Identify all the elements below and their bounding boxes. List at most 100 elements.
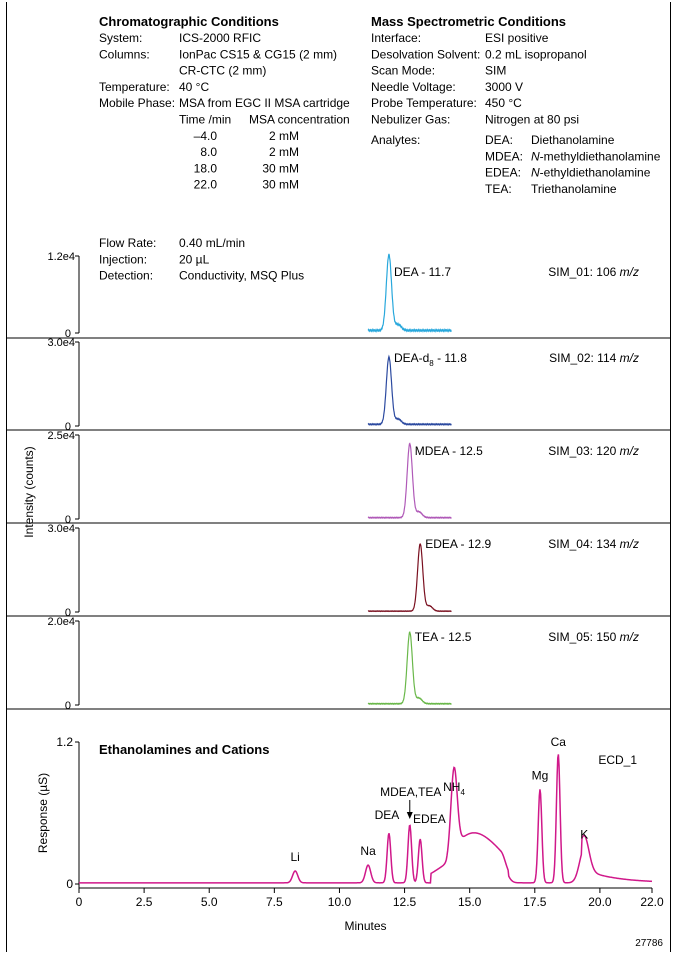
ms-cond-value: Nitrogen at 80 psi [485, 113, 579, 127]
ecd-trace [79, 754, 653, 884]
ecd-peak-label: DEA [375, 808, 400, 822]
channel-label: SIM_02: 114 m/z [549, 351, 639, 365]
analytes-label: Analytes: [371, 133, 420, 147]
ms-cond-label: Desolvation Solvent: [371, 47, 480, 61]
chromatogram-figure: Chromatographic Conditions System: ICS-20… [7, 14, 670, 949]
ecd-peak-label: EDEA [413, 812, 446, 826]
chrom-cond-value: ICS-2000 RFIC [179, 31, 261, 45]
x-tick-label: 7.5 [266, 895, 283, 909]
ecd-channel-label: ECD_1 [598, 753, 637, 767]
analyte-name: Triethanolamine [531, 182, 617, 196]
chrom-cond-label: Mobile Phase: [99, 96, 175, 110]
chrom-cond-label: System: [99, 31, 142, 45]
ecd-peak-label: NH4 [443, 780, 465, 797]
analyte-abbr: TEA: [485, 182, 512, 196]
x-axis-label: Minutes [344, 919, 386, 933]
gradient-conc: 2 mM [269, 129, 299, 143]
shared-y-axis-label: Intensity (counts) [22, 446, 36, 537]
gradient-time: 22.0 [194, 178, 218, 192]
ms-cond-label: Nebulizer Gas: [371, 113, 450, 127]
chrom-cond-label: Injection: [99, 252, 147, 266]
y-tick-label-top: 3.0e4 [47, 523, 75, 535]
chromatographic-conditions: Chromatographic Conditions System: ICS-20… [99, 14, 350, 283]
sim-panel-3: 2.5e4 0 MDEA - 12.5 SIM_03: 120 m/z [47, 430, 639, 526]
ecd-peak-label: Li [291, 850, 300, 864]
analyte-abbr: EDEA: [485, 166, 521, 180]
x-tick-label: 2.5 [136, 895, 153, 909]
chrom-cond-label: Flow Rate: [99, 236, 156, 250]
peak-label: DEA - 11.7 [394, 265, 451, 279]
x-tick-label: 0 [76, 895, 83, 909]
y-tick-label-top: 2.5e4 [47, 430, 75, 442]
gradient-conc: 30 mM [262, 178, 299, 192]
sim-panel-2: 3.0e4 0 DEA-d8 - 11.8 SIM_02: 114 m/z [47, 337, 639, 433]
sim-panel-1: 1.2e4 0 DEA - 11.7 SIM_01: 106 m/z [47, 251, 639, 340]
gradient-time: 18.0 [194, 161, 218, 175]
channel-label: SIM_01: 106 m/z [548, 265, 639, 279]
y-tick-label-zero: 0 [65, 421, 71, 433]
y-tick-label-zero: 0 [65, 700, 71, 712]
chrom-cond-label: Temperature: [99, 80, 170, 94]
x-tick-label: 22.0 [640, 895, 664, 909]
chrom-cond-label: Detection: [99, 269, 153, 283]
chrom-cond-value: Conductivity, MSQ Plus [179, 269, 304, 283]
sim-trace [367, 354, 452, 426]
analyte-abbr: MDEA: [485, 149, 523, 163]
chrom-cond-value: 0.40 mL/min [179, 236, 245, 250]
y-axis-label: Response (µS) [36, 773, 50, 853]
ms-cond-value: SIM [485, 64, 506, 78]
x-tick-label: 10.0 [328, 895, 352, 909]
gradient-header-time: Time /min [179, 113, 231, 127]
peak-label: DEA-d8 - 11.8 [394, 351, 467, 368]
y-tick-label-top: 2.0e4 [47, 616, 75, 628]
ms-cond-label: Needle Voltage: [371, 80, 456, 94]
gradient-conc: 2 mM [269, 145, 299, 159]
x-tick-label: 17.5 [523, 895, 547, 909]
ecd-peak-label: K [580, 828, 588, 842]
ms-cond-label: Probe Temperature: [371, 96, 477, 110]
ecd-title: Ethanolamines and Cations [99, 742, 269, 757]
chrom-cond-value: 40 °C [179, 80, 209, 94]
mass-spec-conditions: Mass Spectrometric Conditions Interface:… [371, 14, 661, 196]
gradient-header-conc: MSA concentration [249, 113, 350, 127]
chromatographic-title: Chromatographic Conditions [99, 14, 279, 29]
figure-id: 27786 [635, 938, 663, 949]
sim-trace [367, 631, 452, 706]
analyte-abbr: DEA: [485, 133, 513, 147]
gradient-conc: 30 mM [262, 161, 299, 175]
ecd-peak-label: Na [360, 844, 376, 858]
x-tick-label: 20.0 [588, 895, 612, 909]
sim-trace [367, 442, 452, 520]
peak-label: TEA - 12.5 [415, 630, 472, 644]
ecd-panel: Ethanolamines and Cations ECD_1 0 1.2 Respon… [36, 735, 664, 933]
y-tick-label-top: 3.0e4 [47, 337, 75, 349]
ms-cond-value: ESI positive [485, 31, 549, 45]
peak-label: EDEA - 12.9 [425, 537, 491, 551]
chrom-cond-label: Columns: [99, 47, 150, 61]
gradient-time: 8.0 [200, 145, 217, 159]
analyte-name: N-ethyldiethanolamine [531, 166, 651, 180]
ecd-peak-label: MDEA,TEA [380, 785, 441, 799]
chrom-cond-value: 20 µL [179, 252, 210, 266]
mass-spec-title: Mass Spectrometric Conditions [371, 14, 566, 29]
x-tick-label: 12.5 [393, 895, 417, 909]
y-tick-label: 1.2 [56, 735, 73, 749]
x-tick-label: 5.0 [201, 895, 218, 909]
sim-trace [367, 253, 452, 333]
ms-cond-label: Interface: [371, 31, 421, 45]
channel-label: SIM_03: 120 m/z [548, 444, 639, 458]
ms-cond-value: 450 °C [485, 96, 522, 110]
analyte-name: N-methyldiethanolamine [531, 149, 661, 163]
chrom-cond-value: MSA from EGC II MSA cartridge [179, 96, 350, 110]
y-tick-label-top: 1.2e4 [47, 251, 75, 263]
gradient-time: –4.0 [194, 129, 218, 143]
chrom-cond-value: CR-CTC (2 mm) [179, 64, 266, 78]
ecd-peak-label: Ca [551, 735, 567, 749]
ms-cond-value: 3000 V [485, 80, 523, 94]
y-tick-label-zero: 0 [65, 607, 71, 619]
sim-trace [367, 543, 452, 613]
ecd-peak-label: Mg [532, 768, 549, 782]
y-tick-label: 0 [66, 877, 73, 891]
y-tick-label-zero: 0 [65, 328, 71, 340]
